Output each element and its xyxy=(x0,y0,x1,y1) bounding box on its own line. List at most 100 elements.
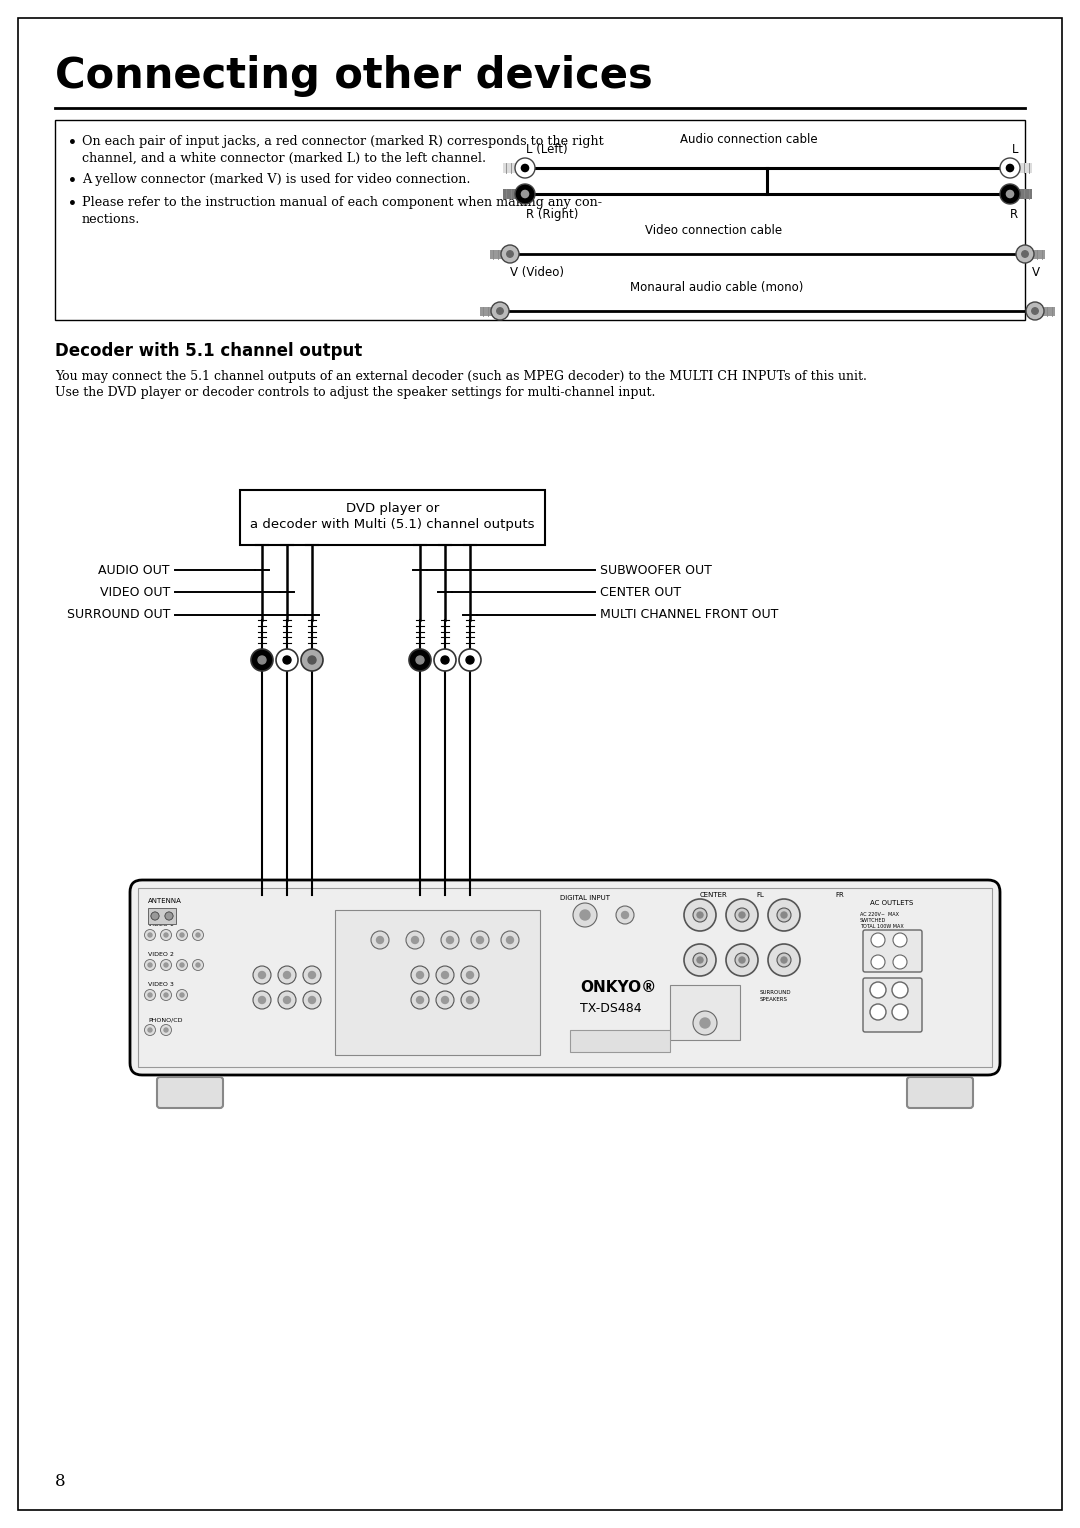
Text: PRE 2: PRE 2 xyxy=(360,934,378,938)
Circle shape xyxy=(580,911,590,920)
Circle shape xyxy=(522,191,528,197)
Text: ONKYO®: ONKYO® xyxy=(580,979,657,995)
Circle shape xyxy=(892,1004,908,1021)
FancyBboxPatch shape xyxy=(240,490,545,545)
Circle shape xyxy=(303,966,321,984)
Circle shape xyxy=(180,963,184,967)
Text: Please refer to the instruction manual of each component when making any con-: Please refer to the instruction manual o… xyxy=(82,196,602,209)
Circle shape xyxy=(148,993,152,996)
Circle shape xyxy=(377,937,383,943)
Circle shape xyxy=(726,898,758,931)
Circle shape xyxy=(465,656,474,665)
Circle shape xyxy=(870,934,885,947)
Circle shape xyxy=(697,957,703,963)
Text: On each pair of input jacks, a red connector (marked R) corresponds to the right: On each pair of input jacks, a red conne… xyxy=(82,134,604,148)
Text: A yellow connector (marked V) is used for video connection.: A yellow connector (marked V) is used fo… xyxy=(82,173,471,186)
Text: MULTI CHANNEL FRONT OUT: MULTI CHANNEL FRONT OUT xyxy=(600,608,779,622)
Circle shape xyxy=(411,937,419,943)
Circle shape xyxy=(781,912,787,918)
Text: channel, and a white connector (marked L) to the left channel.: channel, and a white connector (marked L… xyxy=(82,151,486,165)
Circle shape xyxy=(726,944,758,976)
Circle shape xyxy=(276,649,298,671)
Circle shape xyxy=(180,934,184,937)
Circle shape xyxy=(253,992,271,1008)
Circle shape xyxy=(411,966,429,984)
Circle shape xyxy=(461,966,480,984)
Text: Use the DVD player or decoder controls to adjust the speaker settings for multi-: Use the DVD player or decoder controls t… xyxy=(55,387,656,399)
Circle shape xyxy=(372,931,389,949)
Circle shape xyxy=(892,983,908,998)
Circle shape xyxy=(176,990,188,1001)
Circle shape xyxy=(573,903,597,927)
Text: VIDEO OUT: VIDEO OUT xyxy=(99,585,170,599)
FancyBboxPatch shape xyxy=(863,931,922,972)
Text: 8: 8 xyxy=(55,1473,66,1490)
Circle shape xyxy=(735,908,750,921)
Circle shape xyxy=(870,1004,886,1021)
Text: AUDIO OUT: AUDIO OUT xyxy=(98,564,170,576)
Text: VIDEO 1: VIDEO 1 xyxy=(148,921,174,927)
Circle shape xyxy=(145,929,156,941)
Circle shape xyxy=(251,649,273,671)
Circle shape xyxy=(777,953,791,967)
Circle shape xyxy=(301,649,323,671)
FancyBboxPatch shape xyxy=(863,978,922,1031)
Bar xyxy=(1010,163,1032,173)
Circle shape xyxy=(180,993,184,996)
Circle shape xyxy=(1000,157,1020,177)
Text: PRE: PRE xyxy=(699,990,711,995)
Circle shape xyxy=(684,898,716,931)
FancyBboxPatch shape xyxy=(138,888,993,1067)
Circle shape xyxy=(161,960,172,970)
Circle shape xyxy=(870,955,885,969)
Circle shape xyxy=(507,937,513,943)
Circle shape xyxy=(777,908,791,921)
Bar xyxy=(503,189,525,199)
Circle shape xyxy=(1007,191,1014,197)
Circle shape xyxy=(893,955,907,969)
Circle shape xyxy=(522,165,528,171)
Circle shape xyxy=(416,656,424,665)
Text: DVD player or: DVD player or xyxy=(346,503,440,515)
Circle shape xyxy=(436,992,454,1008)
Text: REMOTE CONTROL: REMOTE CONTROL xyxy=(683,998,728,1002)
Circle shape xyxy=(151,912,159,920)
Circle shape xyxy=(446,937,454,943)
Circle shape xyxy=(781,957,787,963)
Text: AC 220V~  MAX: AC 220V~ MAX xyxy=(860,912,899,917)
Circle shape xyxy=(253,966,271,984)
Text: SUB: SUB xyxy=(360,915,373,920)
Bar xyxy=(481,307,500,315)
Circle shape xyxy=(1007,165,1014,171)
Circle shape xyxy=(148,934,152,937)
Circle shape xyxy=(436,966,454,984)
Circle shape xyxy=(165,912,173,920)
Circle shape xyxy=(693,1012,717,1034)
Circle shape xyxy=(145,960,156,970)
FancyBboxPatch shape xyxy=(570,1030,670,1051)
Text: V (Video): V (Video) xyxy=(510,266,564,280)
Text: SPEAKERS: SPEAKERS xyxy=(760,996,788,1002)
Circle shape xyxy=(283,972,291,978)
FancyBboxPatch shape xyxy=(130,880,1000,1076)
Text: V: V xyxy=(1032,266,1040,280)
Circle shape xyxy=(501,244,519,263)
Circle shape xyxy=(417,996,423,1004)
Circle shape xyxy=(739,957,745,963)
Circle shape xyxy=(278,966,296,984)
Circle shape xyxy=(507,251,513,257)
Text: VIDEO 2: VIDEO 2 xyxy=(148,952,174,957)
Text: Monaural audio cable (mono): Monaural audio cable (mono) xyxy=(630,281,804,293)
Circle shape xyxy=(161,990,172,1001)
Text: You may connect the 5.1 channel outputs of an external decoder (such as MPEG dec: You may connect the 5.1 channel outputs … xyxy=(55,370,867,384)
Bar xyxy=(1035,307,1055,315)
Circle shape xyxy=(616,906,634,924)
FancyBboxPatch shape xyxy=(157,1077,222,1108)
Text: Video connection cable: Video connection cable xyxy=(645,225,782,237)
Text: ANTENNA: ANTENNA xyxy=(148,898,181,905)
Circle shape xyxy=(406,931,424,949)
Circle shape xyxy=(1031,307,1038,315)
Circle shape xyxy=(278,992,296,1008)
Circle shape xyxy=(441,931,459,949)
Bar xyxy=(503,163,525,173)
